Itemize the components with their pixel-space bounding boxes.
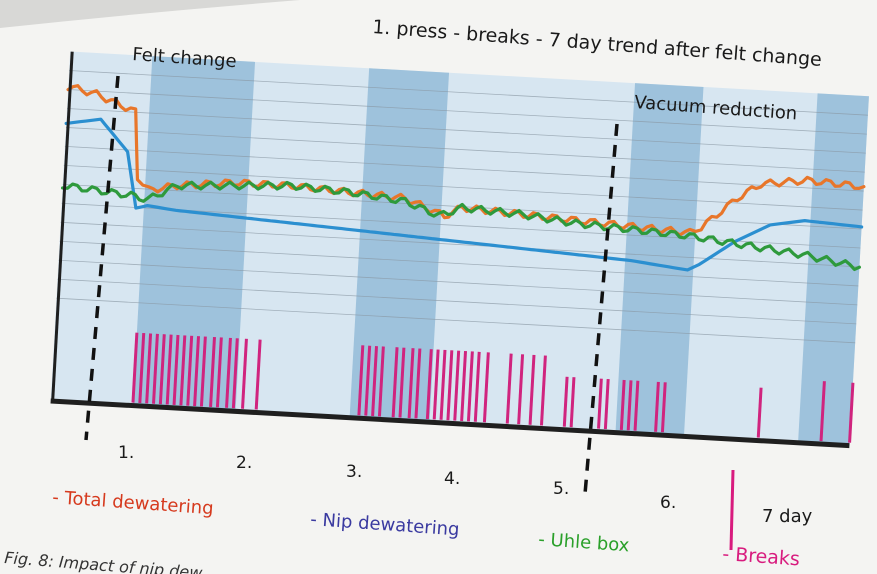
- break-bar: [626, 380, 633, 431]
- break-bar: [439, 349, 447, 420]
- break-bar: [473, 351, 481, 422]
- grid-line: [69, 70, 868, 116]
- break-bar: [517, 354, 525, 425]
- chart-title: 1. press - breaks - 7 day trend after fe…: [372, 16, 823, 71]
- day-label-2: 2.: [236, 453, 252, 473]
- break-bar: [254, 339, 262, 410]
- break-bar: [145, 333, 153, 404]
- legend-total-dewatering: - Total dewatering: [52, 487, 215, 519]
- break-bar: [528, 354, 536, 425]
- break-bar: [209, 336, 216, 408]
- break-bar: [756, 387, 763, 438]
- break-bar: [215, 337, 223, 408]
- break-bar: [848, 382, 855, 443]
- break-bar: [460, 351, 468, 422]
- chart-paper: [50, 51, 869, 449]
- break-bar: [225, 337, 232, 408]
- legend-nip-dewatering: - Nip dewatering: [310, 509, 461, 540]
- break-bar: [398, 347, 406, 418]
- break-bar: [633, 380, 640, 431]
- break-bar: [138, 333, 146, 404]
- series-line-nip: [64, 117, 864, 272]
- break-bar: [654, 381, 660, 432]
- day-bands: [132, 56, 869, 446]
- breaks-series: [131, 332, 855, 443]
- break-bar: [819, 381, 826, 442]
- break-bar: [131, 332, 139, 403]
- series-line-uhle: [60, 180, 861, 272]
- paper-fold: [0, 0, 300, 28]
- break-bar: [193, 336, 201, 407]
- break-bar: [505, 353, 513, 424]
- break-bar: [425, 349, 433, 420]
- break-bar: [414, 348, 422, 419]
- break-bar: [165, 334, 173, 405]
- break-bar: [407, 348, 415, 419]
- day-label-5: 5.: [553, 479, 569, 499]
- break-bar: [562, 376, 569, 427]
- break-bar: [371, 346, 379, 417]
- break-bar: [597, 378, 603, 429]
- x-axis: [50, 398, 850, 449]
- break-bar: [539, 355, 547, 426]
- legend-breaks-pointer: [729, 469, 735, 551]
- break-bar: [482, 352, 490, 423]
- day-label-6: 6.: [660, 493, 676, 513]
- legend-uhle-box: - Uhle box: [538, 529, 631, 556]
- grid-line: [60, 221, 860, 268]
- break-bar: [660, 382, 667, 433]
- grid-lines: [56, 70, 868, 344]
- grid-line: [66, 108, 866, 154]
- day-label-7: 7 day: [762, 506, 813, 527]
- grid-line: [57, 278, 857, 325]
- grid-line: [64, 146, 864, 192]
- event-markers: [84, 75, 619, 495]
- figure-caption: Fig. 8: Impact of nip dew: [4, 548, 204, 574]
- break-bar: [231, 338, 239, 409]
- legend-breaks: - Breaks: [722, 543, 801, 570]
- day-tick-labels: 1. 2. 3. 4. 5. 6. 7 day: [118, 443, 813, 527]
- break-bar: [377, 346, 385, 417]
- break-bar: [391, 347, 399, 418]
- grid-line: [59, 240, 859, 287]
- break-bar: [432, 349, 440, 420]
- break-bar: [619, 379, 626, 430]
- day-band: [132, 56, 256, 412]
- grid-line: [56, 297, 856, 344]
- y-axis: [51, 51, 74, 402]
- day-label-1: 1.: [118, 443, 134, 463]
- break-bar: [158, 334, 166, 405]
- felt-change-marker: [84, 75, 120, 441]
- break-bar: [152, 333, 159, 404]
- break-bar: [603, 379, 610, 430]
- break-bar: [179, 335, 187, 406]
- grid-line: [58, 259, 858, 306]
- break-bar: [241, 338, 248, 409]
- break-bar: [186, 335, 194, 406]
- break-bar: [569, 377, 576, 428]
- break-bar: [453, 350, 461, 421]
- break-bar: [364, 345, 372, 416]
- grid-line: [65, 127, 865, 173]
- break-bar: [466, 351, 474, 422]
- day-band: [349, 68, 450, 423]
- grid-line: [68, 89, 867, 135]
- day-label-4: 4.: [444, 469, 460, 489]
- break-bar: [357, 345, 365, 416]
- break-bar: [446, 350, 454, 421]
- break-bar: [172, 334, 180, 405]
- break-bar: [199, 336, 207, 407]
- day-label-3: 3.: [346, 462, 362, 482]
- line-series: [60, 84, 866, 272]
- day-band: [615, 83, 704, 437]
